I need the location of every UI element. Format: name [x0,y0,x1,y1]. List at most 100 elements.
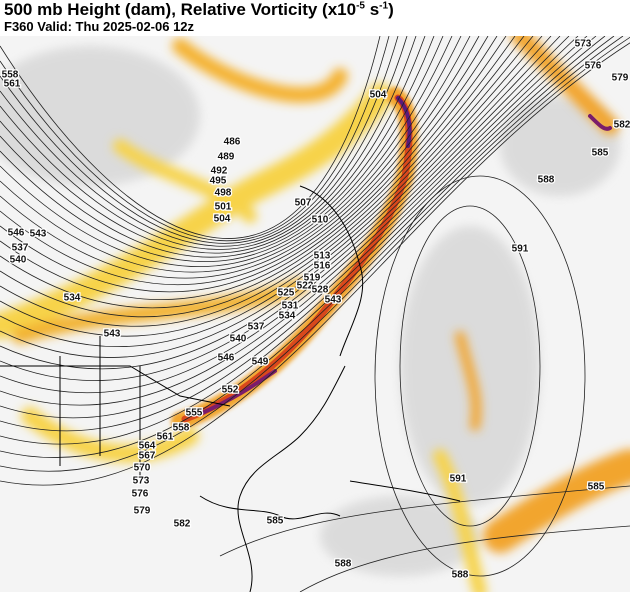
contour-label: 522 [297,281,314,292]
contour-line [0,36,606,432]
contour-label: 585 [588,482,605,493]
contour-line [0,36,390,242]
contour-label: 543 [104,329,121,340]
contour-label: 516 [314,261,331,272]
contour-label: 504 [370,90,387,101]
contour-line [0,36,630,472]
contour-label: 552 [222,385,239,396]
contour-label: 531 [282,301,299,312]
contour-label: 588 [452,570,469,581]
contour-line [0,36,471,279]
contour-label: 573 [575,39,592,50]
contour-line [0,36,579,394]
map-title: 500 mb Height (dam), Relative Vorticity … [4,0,394,20]
contour-line [0,36,516,318]
contour-line [299,525,630,592]
contour-label: 564 [139,441,156,452]
contour-line [0,42,630,486]
contour-label: 528 [312,285,329,296]
contour-line [0,36,408,247]
contour-label: 519 [304,273,321,284]
title-text: 500 mb Height (dam), Relative Vorticity … [4,0,357,19]
contour-line [0,36,498,300]
contour-line [0,36,435,258]
contour-label: 579 [612,73,629,84]
contour-label: 567 [139,451,156,462]
contour-label: 582 [174,519,191,530]
contour-label: 582 [614,120,630,131]
contour-label: 537 [12,243,29,254]
title-exponent: -1 [379,0,389,12]
contour-line [0,36,552,358]
contour-label: 573 [133,476,150,487]
vorticity-bands [0,36,630,592]
contour-line [0,36,561,370]
contour-label: 576 [132,489,149,500]
contour-label: 546 [218,353,235,364]
contour-line [0,36,480,286]
contour-label: 534 [64,293,81,304]
contour-line [0,36,489,293]
contour-label: 504 [214,214,231,225]
contour-label: 549 [252,357,269,368]
contour-label: 591 [512,244,529,255]
contour-label: 546 [8,228,25,239]
contour-line [0,36,507,309]
contour-label: 588 [335,559,352,570]
contour-label: 540 [10,255,27,266]
contour-line [0,36,615,445]
coastlines [0,185,461,592]
contour-line [0,36,525,327]
contour-label: 492 [211,166,228,177]
contour-line [0,36,588,406]
contour-label: 561 [4,79,21,90]
contour-label: 558 [2,70,19,81]
contour-label: 543 [325,295,342,306]
contour-label: 540 [230,334,247,345]
contour-line [0,36,444,263]
contour-label: 558 [173,423,190,434]
contour-line [0,36,624,458]
map-subtitle: F360 Valid: Thu 2025-02-06 12z [4,19,195,34]
contour-label: 486 [224,137,241,148]
contour-label: 576 [585,61,602,72]
contour-line [0,36,462,273]
contour-label: 510 [312,215,329,226]
contour-line [0,36,381,239]
contour-label: 537 [248,322,265,333]
contour-label: 585 [592,148,609,159]
contour-label: 525 [278,288,295,299]
contour-label: 591 [450,474,467,485]
contour-label: 543 [30,229,47,240]
contour-line [0,36,570,381]
height-contours [0,36,630,592]
contour-line [219,485,630,557]
contour-label: 588 [538,175,555,186]
contour-label: 498 [215,188,232,199]
contour-label: 579 [134,506,151,517]
contour-line [0,36,543,348]
contour-label: 585 [267,516,284,527]
contour-label: 534 [279,311,296,322]
contour-line [0,36,399,244]
contour-label: 489 [218,152,235,163]
contour-label: 555 [186,408,203,419]
gray-shading [0,46,620,576]
title-end: ) [388,0,394,19]
contour-line [0,36,453,267]
contour-line [0,36,426,254]
contour-line [374,175,586,577]
contour-label: 507 [295,198,312,209]
title-exponent: -5 [356,0,365,12]
contour-line [0,36,417,250]
contour-line [399,205,541,527]
contour-line [0,36,597,419]
contour-label: 513 [314,251,331,262]
contour-label: 570 [134,463,151,474]
title-unit: s [364,0,380,19]
contour-label: 501 [215,202,232,213]
contour-label: 495 [210,176,227,187]
